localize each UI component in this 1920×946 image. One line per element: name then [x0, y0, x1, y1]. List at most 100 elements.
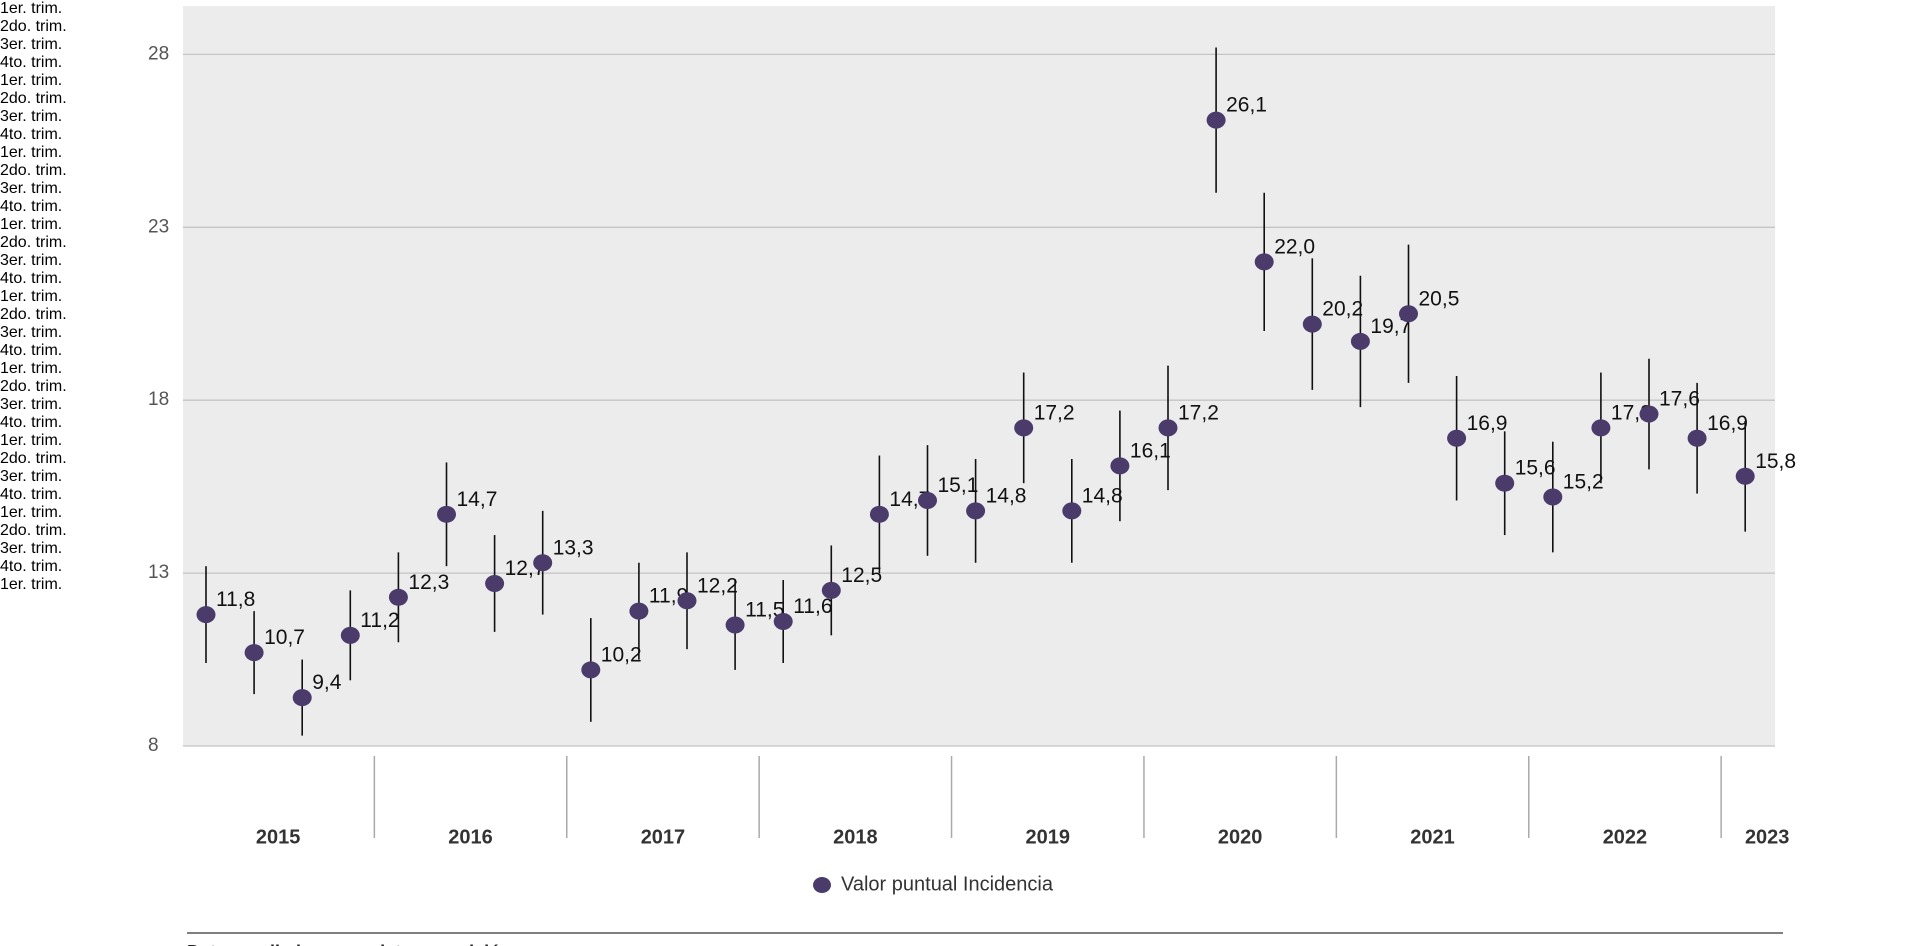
- year-label: 2022: [1603, 826, 1648, 848]
- point: [1495, 474, 1515, 492]
- x-tick-label: 1er. trim.: [0, 504, 63, 521]
- point: [1447, 429, 1467, 447]
- point: [821, 581, 841, 599]
- value-label: 15,2: [1563, 471, 1604, 494]
- point: [1254, 253, 1274, 271]
- point: [1543, 488, 1563, 506]
- x-tick-label: 2do. trim.: [0, 90, 67, 107]
- year-label: 2020: [1218, 826, 1263, 848]
- value-label: 17,2: [1034, 401, 1075, 424]
- value-label: 9,4: [312, 671, 342, 694]
- x-tick-label: 2do. trim.: [0, 234, 67, 251]
- year-label: 2023: [1745, 826, 1790, 848]
- legend-label: Valor puntual Incidencia: [841, 873, 1054, 895]
- value-label: 20,5: [1419, 287, 1460, 310]
- point: [1399, 305, 1418, 323]
- point: [1302, 315, 1322, 333]
- point: [485, 574, 505, 592]
- value-label: 14,7: [457, 488, 498, 511]
- x-tick-label: 2do. trim.: [0, 162, 67, 179]
- point: [292, 689, 312, 707]
- note: Datos preliminares, sujetos a revisión: [187, 942, 511, 946]
- point: [244, 644, 264, 662]
- point: [1350, 332, 1370, 350]
- y-tick-label: 18: [148, 389, 169, 410]
- x-tick-label: 1er. trim.: [0, 144, 63, 161]
- x-tick-label: 1er. trim.: [0, 216, 63, 233]
- point: [533, 554, 553, 572]
- value-label: 12,2: [697, 574, 738, 597]
- value-label: 19,7: [1370, 315, 1411, 338]
- point: [1014, 419, 1034, 437]
- year-label: 2017: [641, 826, 686, 848]
- plot-area: [183, 6, 1775, 746]
- point: [1735, 467, 1755, 485]
- x-tick-label: 4to. trim.: [0, 486, 63, 503]
- x-tick-label: 4to. trim.: [0, 342, 63, 359]
- value-label: 15,6: [1515, 457, 1556, 480]
- value-label: 11,5: [745, 599, 784, 622]
- value-label: 17,2: [1178, 401, 1219, 424]
- x-tick-label: 1er. trim.: [0, 72, 63, 89]
- point: [1158, 419, 1178, 437]
- x-tick-label: 1er. trim.: [0, 0, 63, 17]
- value-label: 11,6: [793, 595, 832, 618]
- point: [1110, 457, 1130, 475]
- x-tick-label: 2do. trim.: [0, 306, 67, 323]
- point: [388, 588, 408, 606]
- point: [437, 505, 456, 523]
- x-tick-label: 1er. trim.: [0, 432, 63, 449]
- point: [773, 613, 793, 631]
- value-label: 11,8: [216, 588, 255, 611]
- x-tick-label: 4to. trim.: [0, 414, 63, 431]
- x-tick-label: 4to. trim.: [0, 126, 63, 143]
- value-label: 15,1: [938, 474, 979, 497]
- x-tick-label: 2do. trim.: [0, 522, 67, 539]
- x-tick-label: 2do. trim.: [0, 450, 67, 467]
- y-tick-label: 28: [148, 43, 169, 64]
- point: [196, 606, 216, 624]
- year-label: 2016: [448, 826, 493, 848]
- year-label: 2021: [1410, 826, 1455, 848]
- x-tick-label: 4to. trim.: [0, 270, 63, 287]
- point: [1062, 502, 1082, 520]
- year-label: 2018: [833, 826, 878, 848]
- point: [340, 626, 360, 644]
- x-tick-label: 3er. trim.: [0, 540, 63, 557]
- point: [677, 592, 697, 610]
- value-label: 10,2: [601, 643, 642, 666]
- point: [1591, 419, 1611, 437]
- x-tick-label: 4to. trim.: [0, 558, 63, 575]
- point: [918, 491, 937, 509]
- value-label: 11,2: [360, 609, 399, 632]
- legend-marker: [813, 877, 831, 893]
- point: [1687, 429, 1707, 447]
- x-tick-label: 2do. trim.: [0, 378, 67, 395]
- value-label: 26,1: [1226, 94, 1267, 117]
- value-label: 20,2: [1322, 298, 1363, 321]
- year-label: 2019: [1026, 826, 1071, 848]
- year-label: 2015: [256, 826, 301, 848]
- value-label: 13,3: [553, 536, 594, 559]
- value-label: 12,3: [408, 571, 449, 594]
- x-tick-label: 2do. trim.: [0, 18, 67, 35]
- point: [1206, 111, 1226, 129]
- point: [629, 602, 649, 620]
- value-label: 16,9: [1467, 412, 1508, 435]
- x-tick-label: 3er. trim.: [0, 180, 63, 197]
- y-tick-label: 8: [148, 735, 159, 756]
- x-tick-label: 3er. trim.: [0, 396, 63, 413]
- x-tick-label: 3er. trim.: [0, 468, 63, 485]
- y-tick-label: 13: [148, 562, 169, 583]
- value-label: 14,8: [1082, 484, 1123, 507]
- x-tick-label: 4to. trim.: [0, 54, 63, 71]
- value-label: 15,8: [1755, 450, 1796, 473]
- value-label: 17,6: [1659, 388, 1700, 411]
- value-label: 22,0: [1274, 235, 1315, 258]
- x-tick-label: 1er. trim.: [0, 288, 63, 305]
- value-label: 10,7: [264, 626, 305, 649]
- value-label: 16,1: [1130, 439, 1171, 462]
- y-tick-label: 23: [148, 216, 169, 237]
- value-label: 16,9: [1707, 412, 1748, 435]
